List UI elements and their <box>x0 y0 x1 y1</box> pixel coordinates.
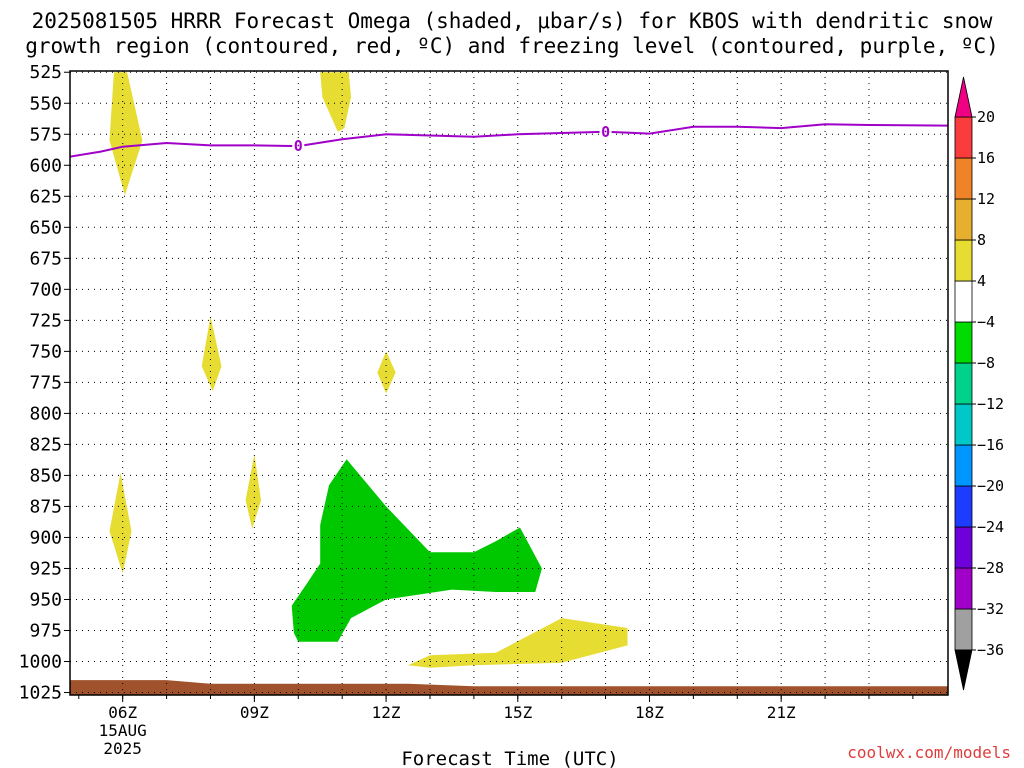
omega-region-3 <box>201 316 222 392</box>
omega-region-7 <box>408 618 628 668</box>
colorbar-label: 8 <box>977 231 986 249</box>
omega-region-6 <box>109 472 132 574</box>
colorbar-bottom-arrow <box>954 649 973 691</box>
x-tick-label: 06Z <box>108 703 137 722</box>
x-tick-date: 15AUG <box>99 721 147 740</box>
y-tick-label: 825 <box>29 434 62 455</box>
freezing-level-label: 0 <box>601 123 610 141</box>
y-tick-label: 1000 <box>19 652 62 673</box>
y-tick-label: 775 <box>29 372 62 393</box>
plot-area <box>70 72 948 695</box>
omega-region-5 <box>245 454 261 529</box>
freezing-label-bg <box>292 138 305 155</box>
y-tick-label: 575 <box>29 124 62 145</box>
grid-lines <box>70 71 948 695</box>
colorbar-label: −4 <box>977 313 995 331</box>
colorbar-bin <box>954 239 973 282</box>
freezing-level-label: 0 <box>294 137 303 155</box>
y-tick-label: 625 <box>29 186 62 207</box>
freezing-level-line <box>70 123 948 158</box>
y-tick-label: 725 <box>29 310 62 331</box>
y-tick-label: 750 <box>29 341 62 362</box>
y-tick-label: 850 <box>29 465 62 486</box>
x-axis-label: Forecast Time (UTC) <box>401 748 618 768</box>
y-tick-label: 925 <box>29 558 62 579</box>
colorbar-label: 20 <box>977 108 995 126</box>
colorbar-bin <box>954 280 973 323</box>
colorbar-bin <box>954 157 973 200</box>
y-tick-label: 525 <box>29 62 62 83</box>
colorbar-label: −8 <box>977 354 995 372</box>
omega-region-8 <box>291 459 542 642</box>
y-tick-label: 600 <box>29 155 62 176</box>
y-tick-label: 1025 <box>19 683 62 704</box>
y-tick-label: 800 <box>29 403 62 424</box>
y-tick-label: 950 <box>29 589 62 610</box>
x-tick-label: 21Z <box>767 703 796 722</box>
colorbar-bin <box>954 608 973 651</box>
colorbar-bin <box>954 362 973 405</box>
colorbar-label: −28 <box>977 559 1004 577</box>
colorbar-bin <box>954 321 973 364</box>
colorbar-label: 4 <box>977 272 986 290</box>
colorbar: 20 16 12 8 4 −4 −8 −12 −16 −20 −24 −28 −32 −36 <box>954 76 1004 691</box>
y-tick-label: 650 <box>29 217 62 238</box>
y-tick-label: 900 <box>29 527 62 548</box>
colorbar-label: −20 <box>977 477 1004 495</box>
colorbar-bin <box>954 403 973 446</box>
ground-shading <box>70 680 948 695</box>
y-tick-label: 700 <box>29 279 62 300</box>
chart-title-line2: growth region (contoured, red, ºC) and f… <box>25 34 999 58</box>
x-tick-label: 15Z <box>503 703 532 722</box>
freezing-label-bg <box>599 123 612 140</box>
x-tick-year: 2025 <box>103 739 142 758</box>
colorbar-bin <box>954 116 973 159</box>
colorbar-label: −36 <box>977 641 1004 659</box>
omega-region-4 <box>377 351 396 394</box>
y-axis: 525 550 575 600 625 650 675 700 725 750 775 800 825 8… <box>19 62 70 704</box>
colorbar-label: −16 <box>977 436 1004 454</box>
chart-title-line1: 2025081505 HRRR Forecast Omega (shaded, … <box>32 9 993 33</box>
colorbar-label: 16 <box>977 149 995 167</box>
x-tick-label: 09Z <box>240 703 269 722</box>
colorbar-bin <box>954 526 973 569</box>
colorbar-bin <box>954 444 973 487</box>
colorbar-top-arrow <box>954 76 973 118</box>
colorbar-label: −24 <box>977 518 1004 536</box>
omega-region-2 <box>320 72 351 132</box>
y-tick-label: 550 <box>29 93 62 114</box>
plot-frame <box>69 70 949 696</box>
colorbar-label: −12 <box>977 395 1004 413</box>
omega-region-1 <box>109 72 143 196</box>
x-tick-label: 18Z <box>635 703 664 722</box>
y-tick-label: 675 <box>29 248 62 269</box>
y-tick-label: 875 <box>29 496 62 517</box>
y-tick-label: 975 <box>29 620 62 641</box>
credit-link[interactable]: coolwx.com/models <box>847 743 1011 762</box>
colorbar-label: −32 <box>977 600 1004 618</box>
colorbar-label: 12 <box>977 190 995 208</box>
freezing-level-layer: 00 <box>70 123 948 158</box>
colorbar-bin <box>954 198 973 241</box>
colorbar-bin <box>954 485 973 528</box>
colorbar-bin <box>954 567 973 610</box>
x-tick-label: 12Z <box>372 703 401 722</box>
